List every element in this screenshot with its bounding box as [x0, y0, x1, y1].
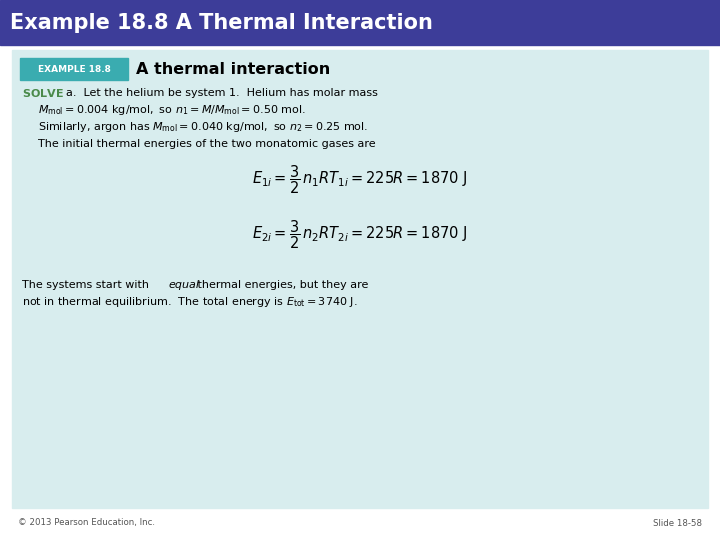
Text: The systems start with: The systems start with — [22, 280, 153, 290]
Text: Example 18.8 A Thermal Interaction: Example 18.8 A Thermal Interaction — [10, 13, 433, 33]
Text: $M_{\rm mol} = 0.004\ \rm kg/mol,\ so\ $$n_1 = M/M_{\rm mol} = 0.50\ \rm mol.$: $M_{\rm mol} = 0.004\ \rm kg/mol,\ so\ $… — [38, 103, 306, 117]
Text: $\mathbf{SOLVE}$: $\mathbf{SOLVE}$ — [22, 87, 64, 99]
Text: A thermal interaction: A thermal interaction — [136, 62, 330, 77]
Text: not in thermal equilibrium.  The total energy is $E_{\rm tot} = 3740\ \mathrm{J}: not in thermal equilibrium. The total en… — [22, 295, 358, 309]
Text: The initial thermal energies of the two monatomic gases are: The initial thermal energies of the two … — [38, 139, 376, 149]
Text: equal: equal — [168, 280, 199, 290]
Bar — [0, 0, 720, 45]
Text: $E_{2i} = \dfrac{3}{2}\,n_2RT_{2i} = 225R = 1870\ \mathrm{J}$: $E_{2i} = \dfrac{3}{2}\,n_2RT_{2i} = 225… — [252, 219, 468, 251]
Text: EXAMPLE 18.8: EXAMPLE 18.8 — [37, 64, 110, 73]
Bar — [20, 58, 128, 80]
Text: a.  Let the helium be system 1.  Helium has molar mass: a. Let the helium be system 1. Helium ha… — [66, 88, 378, 98]
Text: thermal energies, but they are: thermal energies, but they are — [194, 280, 369, 290]
Bar — [12, 50, 708, 508]
Text: Similarly, argon has $M_{\rm mol} = 0.040\ \rm kg/mol,\ so\ $$n_2 = 0.25\ \rm mo: Similarly, argon has $M_{\rm mol} = 0.04… — [38, 120, 368, 134]
Text: Slide 18-58: Slide 18-58 — [653, 518, 702, 528]
Text: © 2013 Pearson Education, Inc.: © 2013 Pearson Education, Inc. — [18, 518, 155, 528]
Text: $E_{1i} = \dfrac{3}{2}\,n_1RT_{1i} = 225R = 1870\ \mathrm{J}$: $E_{1i} = \dfrac{3}{2}\,n_1RT_{1i} = 225… — [252, 164, 468, 196]
